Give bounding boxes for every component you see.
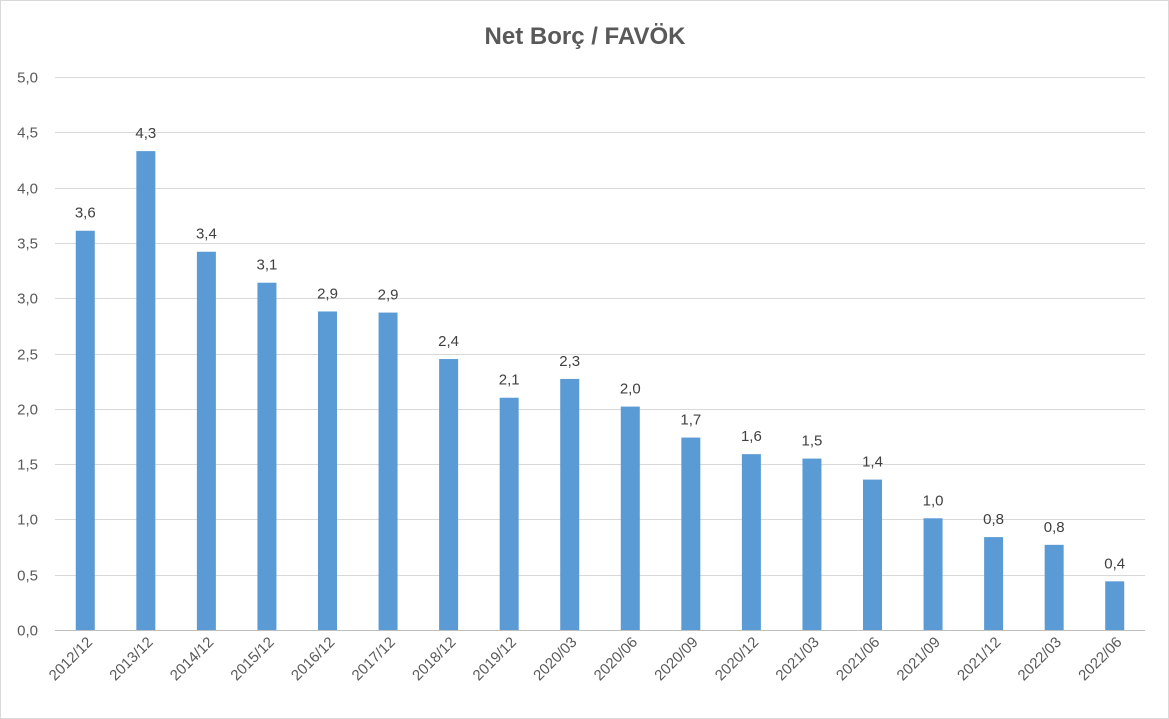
x-tick-label: 2018/12 (409, 634, 459, 684)
bar (984, 537, 1004, 630)
data-labels: 3,6 4,3 3,4 3,1 2,9 2,9 2,4 2,1 2,3 2,0 1,7 1,6 1,5 1… (75, 125, 1125, 572)
x-tick-label: 2022/03 (1015, 634, 1065, 684)
data-label: 1,5 (802, 433, 823, 450)
x-tick-label: 2019/12 (470, 634, 520, 684)
y-tick-label: 3,0 (17, 291, 38, 308)
x-tick-label: 2013/12 (106, 634, 156, 684)
y-tick-label: 1,5 (17, 457, 38, 474)
x-tick-label: 2021/09 (894, 634, 944, 684)
data-label: 2,0 (620, 381, 641, 398)
data-label: 2,1 (499, 372, 520, 389)
x-tick-label: 2020/03 (530, 634, 580, 684)
bar (923, 518, 943, 630)
bars (75, 151, 1125, 631)
data-label: 3,4 (196, 226, 217, 243)
x-tick-label: 2016/12 (288, 634, 338, 684)
y-tick-label: 2,0 (17, 402, 38, 419)
data-label: 1,7 (680, 412, 701, 429)
bar (499, 397, 519, 630)
y-tick-label: 3,5 (17, 236, 38, 253)
data-label: 3,6 (75, 205, 96, 222)
y-tick-label: 4,0 (17, 181, 38, 198)
x-tick-label: 2020/06 (591, 634, 641, 684)
data-label: 2,9 (378, 287, 399, 304)
bar (439, 359, 459, 630)
x-tick-label: 2012/12 (46, 634, 96, 684)
y-tick-label: 2,5 (17, 347, 38, 364)
bar (257, 282, 277, 630)
data-label: 2,3 (559, 353, 580, 370)
data-label: 3,1 (257, 257, 278, 274)
bar (136, 151, 156, 631)
bar (75, 230, 95, 630)
y-tick-label: 4,5 (17, 125, 38, 142)
x-tick-label: 2021/03 (772, 634, 822, 684)
data-label: 0,8 (1044, 519, 1065, 536)
x-tick-label: 2021/12 (954, 634, 1004, 684)
data-label: 2,4 (438, 333, 459, 350)
data-label: 0,8 (983, 511, 1004, 528)
y-tick-label: 0,5 (17, 568, 38, 585)
x-axis-ticks: 2012/12 2013/12 2014/12 2015/12 2016/12 2017/… (46, 634, 1126, 684)
bar (681, 437, 701, 630)
bar (802, 458, 822, 630)
bar (1044, 544, 1064, 630)
x-tick-label: 2021/06 (833, 634, 883, 684)
bar (318, 311, 337, 630)
bar (741, 454, 761, 630)
y-axis-ticks: 0,0 0,5 1,0 1,5 2,0 2,5 3,0 3,5 4,0 4,5 5,0 (17, 70, 38, 640)
x-tick-label: 2022/06 (1075, 634, 1125, 684)
y-tick-label: 1,0 (17, 512, 38, 529)
data-label: 0,4 (1104, 555, 1125, 572)
y-tick-label: 5,0 (17, 70, 38, 87)
x-tick-label: 2017/12 (349, 634, 399, 684)
y-tick-label: 0,0 (17, 623, 38, 640)
bar (1105, 581, 1125, 630)
x-tick-label: 2015/12 (227, 634, 277, 684)
x-tick-label: 2020/09 (651, 634, 701, 684)
data-label: 4,3 (135, 125, 156, 142)
bar (620, 406, 640, 630)
chart-title: Net Borç / FAVÖK (485, 23, 687, 50)
data-label: 1,0 (923, 492, 944, 509)
bar (196, 251, 216, 631)
x-tick-label: 2014/12 (167, 634, 217, 684)
bar (863, 479, 882, 630)
bar (560, 378, 580, 630)
bar (378, 312, 398, 630)
x-tick-label: 2020/12 (712, 634, 762, 684)
gridlines (55, 77, 1145, 576)
data-label: 1,4 (862, 454, 883, 471)
data-label: 1,6 (741, 428, 762, 445)
data-label: 2,9 (317, 285, 338, 302)
